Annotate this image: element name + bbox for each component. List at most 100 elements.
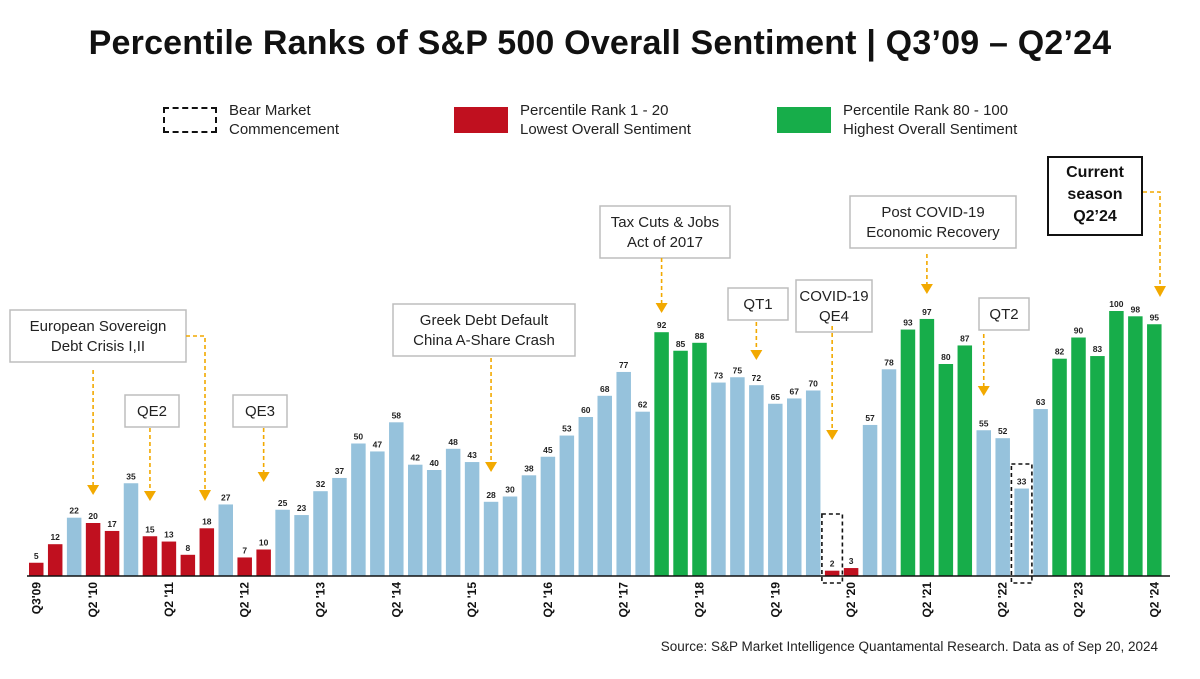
annotation-greek-debt-box	[392, 303, 576, 357]
bar-value-label: 78	[884, 357, 894, 367]
bar-value-label: 30	[505, 485, 515, 495]
x-tick-label: Q2 '10	[86, 582, 100, 618]
bar-value-label: 58	[392, 410, 402, 420]
bar-Q224	[1147, 324, 1162, 576]
bar-Q117	[597, 395, 612, 576]
annotation-qe3-arrow-head	[257, 472, 270, 482]
bar-value-label: 42	[411, 453, 421, 463]
bar-value-label: 33	[1017, 477, 1027, 487]
x-tick-label: Q2 '15	[465, 582, 479, 618]
bar-value-label: 73	[714, 371, 724, 381]
bar-Q220	[843, 568, 859, 576]
annotation-greek-debt-arrow-head	[485, 462, 498, 472]
bar-value-label: 35	[126, 471, 136, 481]
current-season-box: Current season Q2’24	[1047, 156, 1143, 236]
bar-Q111	[142, 536, 158, 576]
bar-value-label: 75	[733, 365, 743, 375]
x-tick-label: Q2 '21	[920, 582, 934, 618]
bar-Q313	[332, 477, 347, 576]
x-tick-label: Q2 '24	[1147, 582, 1161, 618]
bar-value-label: 43	[467, 450, 477, 460]
bar-value-label: 48	[448, 437, 458, 447]
bar-value-label: 15	[145, 524, 155, 534]
bar-value-label: 27	[221, 492, 231, 502]
bar-value-label: 22	[69, 506, 79, 516]
current-season-line2: season	[1067, 186, 1123, 203]
annotation-tax-cuts-arrow-head	[655, 303, 668, 313]
bar-value-label: 47	[373, 439, 383, 449]
bar-value-label: 13	[164, 530, 174, 540]
bar-Q222	[995, 438, 1010, 576]
bar-Q419	[805, 390, 821, 576]
bar-Q221	[919, 318, 935, 576]
bar-value-label: 53	[562, 424, 572, 434]
bar-value-label: 32	[316, 479, 326, 489]
bar-Q216	[540, 456, 556, 576]
bar-Q121	[900, 329, 916, 576]
legend-green-line1: Percentile Rank 80 - 100	[843, 102, 1009, 119]
bar-Q311	[180, 554, 196, 576]
bar-Q409	[47, 544, 63, 576]
bar-Q110	[66, 517, 82, 576]
legend-red-line1: Percentile Rank 1 - 20	[520, 102, 669, 119]
annotation-european-debt-1-arrow-head	[87, 485, 100, 495]
current-season-line1: Current	[1066, 164, 1124, 181]
annotation-qt2-box	[978, 297, 1030, 331]
source-note: Source: S&P Market Intelligence Quantame…	[660, 639, 1158, 654]
bar-Q315	[483, 501, 499, 576]
bar-Q320	[862, 424, 878, 576]
current-season-line3: Q2’24	[1073, 208, 1117, 225]
bar-value-label: 8	[185, 543, 190, 553]
bar-value-label: 37	[335, 466, 345, 476]
annotation-tax-cuts-text: Tax Cuts & Jobs	[611, 214, 719, 231]
bar-Q413	[351, 443, 366, 576]
annotation-covid-qe4-arrow-head	[826, 430, 839, 440]
bar-value-label: 90	[1074, 326, 1084, 336]
bar-value-label: 20	[88, 511, 98, 521]
x-tick-label: Q3'09	[29, 582, 43, 615]
annotation-post-covid-text: Economic Recovery	[866, 224, 1000, 241]
bar-Q314	[408, 464, 423, 576]
bar-value-label: 62	[638, 400, 648, 410]
bar-Q323	[1090, 356, 1105, 576]
bar-Q113	[294, 515, 309, 576]
bar-value-label: 45	[543, 445, 553, 455]
bar-value-label: 40	[429, 458, 439, 468]
x-tick-label: Q2 '23	[1072, 582, 1086, 618]
annotation-post-covid-text: Post COVID-19	[881, 204, 984, 221]
annotation-covid-qe4-text: QE4	[819, 308, 849, 325]
bar-value-label: 10	[259, 538, 269, 548]
annotation-qe3-text: QE3	[245, 403, 275, 420]
x-tick-label: Q2 '20	[844, 582, 858, 618]
bar-value-label: 3	[849, 556, 854, 566]
legend-swatch-red	[454, 107, 508, 133]
annotation-qt2-arrow-head	[977, 386, 990, 396]
annotation-tax-cuts-text: Act of 2017	[627, 234, 703, 251]
annotation-qe2-text: QE2	[137, 403, 167, 420]
bar-Q422	[1033, 409, 1048, 576]
bar-Q316	[559, 435, 575, 576]
bar-Q122	[976, 430, 991, 576]
bar-Q124	[1128, 316, 1143, 576]
bar-value-label: 97	[922, 307, 932, 317]
bar-Q115	[445, 448, 461, 576]
annotation-european-debt-text: Debt Crisis I,II	[51, 338, 145, 355]
bar-Q414	[426, 470, 442, 576]
x-tick-label: Q2 '16	[541, 582, 555, 618]
bar-Q112	[218, 504, 233, 576]
bar-value-label: 5	[34, 551, 39, 561]
bar-Q223	[1071, 337, 1086, 576]
bear-market-box	[821, 513, 844, 584]
annotation-european-debt-2-arrow-head	[199, 490, 211, 501]
bar-value-label: 72	[752, 373, 762, 383]
bar-value-label: 25	[278, 498, 288, 508]
bear-market-box	[1010, 463, 1033, 584]
x-tick-label: Q2 '14	[389, 582, 403, 618]
annotation-greek-debt-text: China A-Share Crash	[413, 332, 555, 349]
bar-Q415	[502, 496, 518, 576]
bar-Q322	[1014, 488, 1029, 576]
bar-value-label: 2	[830, 559, 835, 569]
x-tick-label: Q2 '18	[693, 582, 707, 618]
bar-Q412	[275, 509, 290, 576]
bar-value-label: 98	[1131, 304, 1141, 314]
